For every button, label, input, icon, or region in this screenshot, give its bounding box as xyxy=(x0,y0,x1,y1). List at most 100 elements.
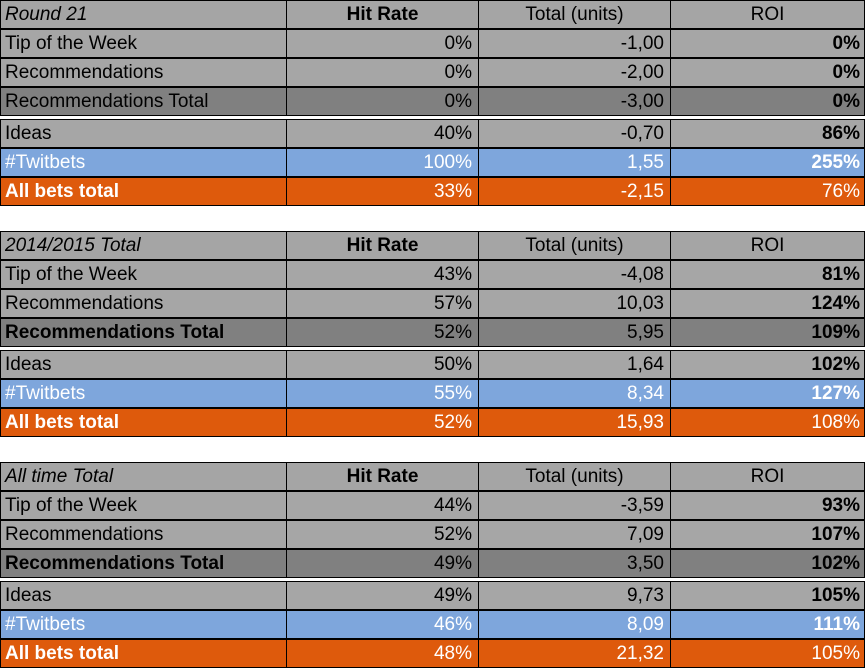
table-title: 2014/2015 Total xyxy=(0,231,287,260)
row-label: All bets total xyxy=(0,639,287,668)
roi-cell: 0% xyxy=(670,87,865,116)
table-row: Recommendations 57% 10,03 124% xyxy=(0,289,865,318)
table-title: Round 21 xyxy=(0,0,287,29)
row-label: Recommendations Total xyxy=(0,549,287,578)
table-row: Ideas 40% -0,70 86% xyxy=(0,116,865,148)
col-header-hit-rate: Hit Rate xyxy=(286,231,479,260)
total-cell: 8,09 xyxy=(478,610,671,639)
total-cell: 15,93 xyxy=(478,408,671,437)
roi-cell: 81% xyxy=(670,260,865,289)
row-label: Tip of the Week xyxy=(0,491,287,520)
row-label: #Twitbets xyxy=(0,148,287,177)
all-time-table: All time Total Hit Rate Total (units) RO… xyxy=(0,462,865,668)
col-header-roi: ROI xyxy=(670,462,865,491)
table-row: Tip of the Week 0% -1,00 0% xyxy=(0,29,865,58)
roi-cell: 0% xyxy=(670,58,865,87)
hit-rate-cell: 46% xyxy=(286,610,479,639)
roi-cell: 124% xyxy=(670,289,865,318)
round-table: Round 21 Hit Rate Total (units) ROI Tip … xyxy=(0,0,865,206)
total-cell: -2,15 xyxy=(478,177,671,206)
roi-cell: 255% xyxy=(670,148,865,177)
col-header-total: Total (units) xyxy=(478,0,671,29)
hit-rate-cell: 44% xyxy=(286,491,479,520)
table-row: Recommendations 0% -2,00 0% xyxy=(0,58,865,87)
total-cell: 10,03 xyxy=(478,289,671,318)
table-row: Ideas 50% 1,64 102% xyxy=(0,347,865,379)
table-row: Tip of the Week 43% -4,08 81% xyxy=(0,260,865,289)
hit-rate-cell: 49% xyxy=(286,581,479,610)
hit-rate-cell: 52% xyxy=(286,520,479,549)
roi-cell: 111% xyxy=(670,610,865,639)
table-row: Tip of the Week 44% -3,59 93% xyxy=(0,491,865,520)
roi-cell: 0% xyxy=(670,29,865,58)
hit-rate-cell: 0% xyxy=(286,87,479,116)
row-label: Tip of the Week xyxy=(0,260,287,289)
table-row: Recommendations 52% 7,09 107% xyxy=(0,520,865,549)
total-cell: 1,55 xyxy=(478,148,671,177)
table-header: Round 21 Hit Rate Total (units) ROI xyxy=(0,0,865,29)
roi-cell: 76% xyxy=(670,177,865,206)
hit-rate-cell: 0% xyxy=(286,58,479,87)
season-table: 2014/2015 Total Hit Rate Total (units) R… xyxy=(0,231,865,437)
table-row: All bets total 48% 21,32 105% xyxy=(0,639,865,668)
total-cell: 1,64 xyxy=(478,350,671,379)
table-row: All bets total 52% 15,93 108% xyxy=(0,408,865,437)
hit-rate-cell: 55% xyxy=(286,379,479,408)
hit-rate-cell: 49% xyxy=(286,549,479,578)
roi-cell: 108% xyxy=(670,408,865,437)
total-cell: 7,09 xyxy=(478,520,671,549)
total-cell: 5,95 xyxy=(478,318,671,347)
row-label: Ideas xyxy=(0,119,287,148)
table-row: #Twitbets 46% 8,09 111% xyxy=(0,610,865,639)
total-cell: -0,70 xyxy=(478,119,671,148)
total-cell: -4,08 xyxy=(478,260,671,289)
row-label: Recommendations Total xyxy=(0,87,287,116)
col-header-total: Total (units) xyxy=(478,462,671,491)
row-label: Recommendations xyxy=(0,520,287,549)
table-row: Recommendations Total 49% 3,50 102% xyxy=(0,549,865,578)
table-row: #Twitbets 55% 8,34 127% xyxy=(0,379,865,408)
hit-rate-cell: 52% xyxy=(286,318,479,347)
total-cell: -1,00 xyxy=(478,29,671,58)
col-header-total: Total (units) xyxy=(478,231,671,260)
row-label: Ideas xyxy=(0,350,287,379)
table-row: All bets total 33% -2,15 76% xyxy=(0,177,865,206)
table-row: Recommendations Total 0% -3,00 0% xyxy=(0,87,865,116)
roi-cell: 102% xyxy=(670,350,865,379)
hit-rate-cell: 33% xyxy=(286,177,479,206)
hit-rate-cell: 100% xyxy=(286,148,479,177)
roi-cell: 93% xyxy=(670,491,865,520)
roi-cell: 105% xyxy=(670,639,865,668)
table-header: All time Total Hit Rate Total (units) RO… xyxy=(0,462,865,491)
col-header-hit-rate: Hit Rate xyxy=(286,462,479,491)
total-cell: 9,73 xyxy=(478,581,671,610)
roi-cell: 86% xyxy=(670,119,865,148)
total-cell: -3,59 xyxy=(478,491,671,520)
row-label: All bets total xyxy=(0,177,287,206)
row-label: Ideas xyxy=(0,581,287,610)
row-label: Recommendations xyxy=(0,289,287,318)
total-cell: 3,50 xyxy=(478,549,671,578)
row-label: #Twitbets xyxy=(0,379,287,408)
roi-cell: 102% xyxy=(670,549,865,578)
row-label: #Twitbets xyxy=(0,610,287,639)
total-cell: -2,00 xyxy=(478,58,671,87)
hit-rate-cell: 57% xyxy=(286,289,479,318)
table-row: Recommendations Total 52% 5,95 109% xyxy=(0,318,865,347)
table-header: 2014/2015 Total Hit Rate Total (units) R… xyxy=(0,231,865,260)
roi-cell: 107% xyxy=(670,520,865,549)
table-title: All time Total xyxy=(0,462,287,491)
col-header-hit-rate: Hit Rate xyxy=(286,0,479,29)
row-label: Recommendations Total xyxy=(0,318,287,347)
hit-rate-cell: 0% xyxy=(286,29,479,58)
hit-rate-cell: 50% xyxy=(286,350,479,379)
hit-rate-cell: 52% xyxy=(286,408,479,437)
hit-rate-cell: 48% xyxy=(286,639,479,668)
table-row: Ideas 49% 9,73 105% xyxy=(0,578,865,610)
total-cell: -3,00 xyxy=(478,87,671,116)
col-header-roi: ROI xyxy=(670,0,865,29)
roi-cell: 109% xyxy=(670,318,865,347)
roi-cell: 127% xyxy=(670,379,865,408)
table-row: #Twitbets 100% 1,55 255% xyxy=(0,148,865,177)
hit-rate-cell: 40% xyxy=(286,119,479,148)
